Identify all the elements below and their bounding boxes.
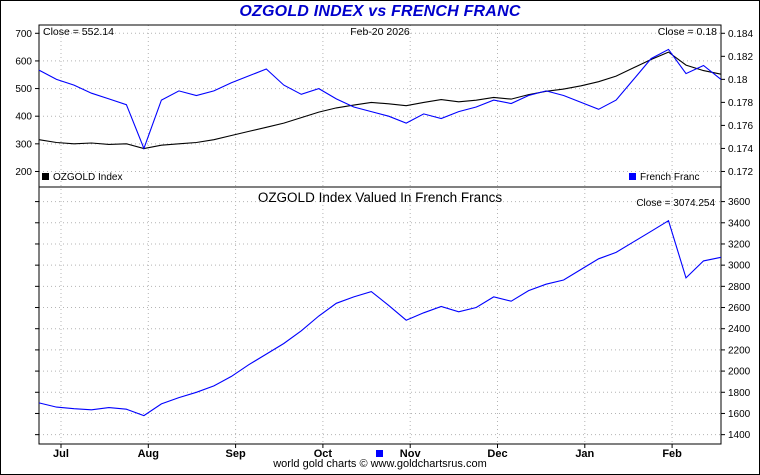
y-axis-label-left: 400 [15, 112, 32, 123]
y-axis-label-right: 2600 [728, 303, 751, 314]
y-axis-label-right: 3400 [728, 218, 751, 229]
close-left-annotation: Close = 552.14 [43, 26, 114, 38]
x-axis-label: Nov [400, 448, 422, 460]
legend-swatch-franc [629, 173, 636, 180]
y-axis-label-left: 600 [15, 56, 32, 67]
footer-marker-icon [376, 450, 383, 457]
y-axis-label-left: 200 [15, 167, 32, 178]
y-axis-label-right: 0.182 [728, 52, 753, 63]
series-ozgold-in-francs [38, 219, 722, 417]
legend-swatch-ozgold [42, 173, 49, 180]
legend-label-ozgold: OZGOLD Index [53, 172, 122, 183]
x-axis-label: Jul [53, 448, 69, 460]
top-panel-frame [38, 24, 722, 188]
y-axis-label-right: 3200 [728, 239, 751, 250]
y-axis-label-right: 3600 [728, 197, 751, 208]
x-axis-label: Feb [662, 448, 682, 460]
close-bottom-annotation: Close = 3074.254 [636, 198, 715, 209]
y-axis-label-right: 0.172 [728, 167, 753, 178]
close-right-annotation: Close = 0.18 [658, 26, 717, 38]
y-axis-label-left: 500 [15, 84, 32, 95]
y-axis-label-right: 0.176 [728, 121, 753, 132]
y-axis-label-right: 2400 [728, 324, 751, 335]
chart-title: OZGOLD INDEX vs FRENCH FRANC [239, 3, 521, 20]
bottom-panel-title: OZGOLD Index Valued In French Francs [258, 190, 503, 205]
series-ozgold-index [38, 51, 722, 150]
y-axis-label-right: 1400 [728, 430, 751, 441]
y-axis-label-right: 2800 [728, 282, 751, 293]
y-axis-label-right: 1800 [728, 388, 751, 399]
x-axis-label: Sep [226, 448, 246, 460]
y-axis-label-right: 2200 [728, 345, 751, 356]
x-axis-label: Oct [314, 448, 333, 460]
x-axis-label: Dec [487, 448, 507, 460]
y-axis-label-right: 0.18 [728, 75, 748, 86]
y-axis-label-right: 2000 [728, 367, 751, 378]
y-axis-label-right: 0.184 [728, 29, 753, 40]
y-axis-label-right: 3000 [728, 261, 751, 272]
series-french-franc [38, 48, 722, 150]
legend-label-franc: French Franc [640, 172, 699, 183]
footer-credit: world gold charts © www.goldchartsrus.co… [273, 458, 487, 470]
y-axis-label-left: 300 [15, 139, 32, 150]
y-axis-label-right: 0.174 [728, 144, 753, 155]
y-axis-label-right: 1600 [728, 409, 751, 420]
y-axis-label-left: 700 [15, 29, 32, 40]
bottom-panel-frame [38, 186, 722, 445]
x-axis-label: Aug [138, 448, 159, 460]
y-axis-label-right: 0.178 [728, 98, 753, 109]
x-axis-label: Jan [575, 448, 594, 460]
chart-date: Feb-20 2026 [350, 26, 410, 38]
